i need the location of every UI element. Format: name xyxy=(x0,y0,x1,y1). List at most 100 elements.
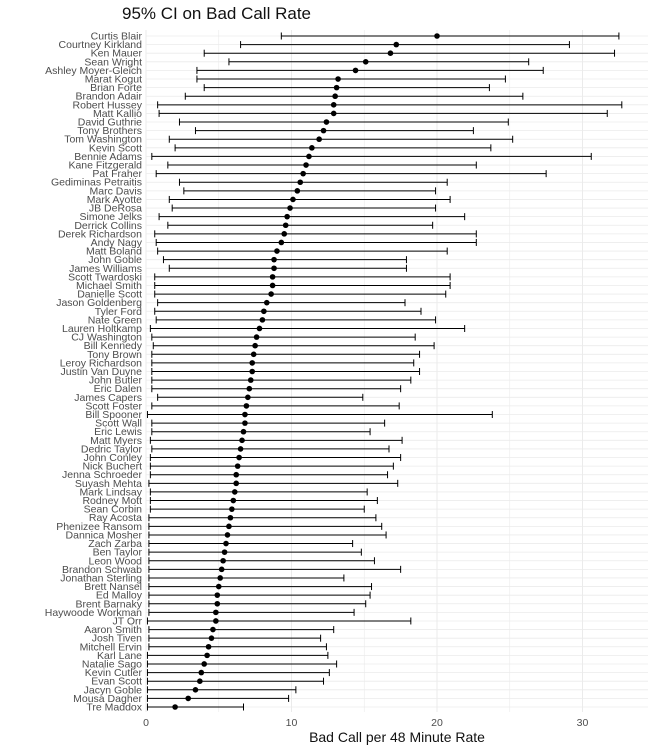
errorbar-brian-forte xyxy=(203,84,490,92)
y-tick-label: John Goble xyxy=(88,254,142,266)
y-tick-label: Karl Lane xyxy=(97,650,142,662)
errorbar-nate-green xyxy=(155,316,437,324)
point xyxy=(271,265,277,272)
errorbar-marc-davis xyxy=(183,187,437,195)
y-tick-label: Rodney Mott xyxy=(82,495,142,507)
y-tick-label: Scott Foster xyxy=(85,400,142,412)
point xyxy=(335,76,341,82)
errorbar-brandon-adair xyxy=(184,92,524,100)
errorbar-justin-van-duyne xyxy=(151,368,421,375)
point xyxy=(242,420,248,426)
point xyxy=(269,282,276,289)
point xyxy=(223,540,229,547)
point xyxy=(230,497,237,504)
y-tick-label: Tom Washington xyxy=(64,134,142,146)
errorbar-jb-derosa xyxy=(171,204,437,212)
errorbar-robert-hussey xyxy=(157,101,623,109)
errorbar-evan-scott xyxy=(146,677,325,685)
y-tick-label: Tre Maddox xyxy=(86,702,142,714)
y-tick-label: Josh Tiven xyxy=(92,633,142,645)
y-tick-label: Natalie Sago xyxy=(82,658,142,670)
errorbar-scott-wall xyxy=(151,419,386,427)
errorbar-sean-wright xyxy=(228,58,530,66)
x-tick-label: 30 xyxy=(577,717,589,729)
point xyxy=(434,33,440,39)
y-tick-label: Jason Goldenberg xyxy=(56,297,142,309)
errorbar-kevin-scott xyxy=(174,144,492,152)
x-tick-label: 0 xyxy=(143,717,149,729)
errorbar-scott-twardoski xyxy=(154,273,451,281)
errorbar-ben-taylor xyxy=(148,548,362,556)
errorbar-tom-washington xyxy=(168,135,514,143)
errorbar-mark-lindsay xyxy=(149,488,368,496)
point xyxy=(201,661,208,667)
y-tick-label: Lauren Holtkamp xyxy=(62,323,142,335)
y-tick-label: Curtis Blair xyxy=(91,31,143,43)
point xyxy=(252,342,258,349)
point xyxy=(227,514,234,521)
point xyxy=(204,652,210,659)
point xyxy=(333,84,340,91)
point xyxy=(323,119,330,125)
point xyxy=(320,127,327,134)
errorbar-curtis-blair xyxy=(280,32,620,40)
point xyxy=(218,566,225,573)
y-tick-label: Suyash Mehta xyxy=(75,478,142,490)
point xyxy=(220,557,226,564)
errorbar-michael-smith xyxy=(154,281,451,289)
errorbar-rodney-mott xyxy=(149,497,378,505)
y-tick-label: James Williams xyxy=(69,263,142,275)
y-tick-label: Evan Scott xyxy=(91,676,142,688)
errorbar-haywoode-workman xyxy=(148,608,355,616)
y-tick-label: Tyler Ford xyxy=(95,306,142,318)
errorbar-ed-malloy xyxy=(148,591,371,599)
y-tick-label: Justin Van Duyne xyxy=(60,366,142,378)
y-tick-label: Robert Hussey xyxy=(73,99,143,111)
y-tick-label: Marat Kogut xyxy=(85,74,142,86)
point xyxy=(198,669,205,676)
point xyxy=(387,50,394,57)
point xyxy=(245,394,251,401)
x-tick-label: 20 xyxy=(431,717,443,729)
errorbar-bill-kennedy xyxy=(152,342,435,350)
y-tick-label: Brent Barnaky xyxy=(75,598,142,610)
errorbar-natalie-sago xyxy=(146,660,338,668)
errorbar-tony-brown xyxy=(151,350,421,358)
point xyxy=(263,299,270,306)
y-tick-label: Mitchell Ervin xyxy=(80,641,143,653)
y-tick-label: Marc Davis xyxy=(89,185,142,197)
errorbar-simone-jelks xyxy=(158,213,466,221)
point xyxy=(214,592,221,598)
point xyxy=(213,609,219,616)
errorbar-kevin-cutler xyxy=(146,669,330,677)
point xyxy=(259,317,266,323)
point xyxy=(278,239,285,246)
point xyxy=(256,325,263,332)
y-tick-label: Ed Malloy xyxy=(96,590,143,602)
point xyxy=(249,360,256,366)
y-tick-label: Pat Fraher xyxy=(92,168,142,180)
point xyxy=(236,454,242,461)
y-tick-label: Derek Richardson xyxy=(58,228,142,240)
x-axis-label: Bad Call per 48 Minute Rate xyxy=(309,729,485,745)
y-tick-label: Bill Spooner xyxy=(85,409,142,421)
point xyxy=(224,532,231,538)
y-tick-label: JB DeRosa xyxy=(89,203,142,215)
y-tick-label: CJ Washington xyxy=(71,332,142,344)
points xyxy=(172,33,440,710)
y-tick-label: Jenna Schroeder xyxy=(62,469,142,481)
y-tick-label: Sean Wright xyxy=(84,56,142,68)
y-tick-label: Matt Myers xyxy=(90,435,142,447)
point xyxy=(303,162,309,168)
point xyxy=(185,695,191,702)
errorbars xyxy=(146,32,623,711)
errorbar-matt-myers xyxy=(149,436,403,444)
point xyxy=(271,256,277,263)
y-tick-label: Sean Corbin xyxy=(84,504,143,516)
y-tick-label: Eric Dalen xyxy=(94,383,143,395)
y-tick-label: Jacyn Goble xyxy=(84,684,143,696)
point xyxy=(261,308,267,315)
errorbar-phenizee-ransom xyxy=(148,522,383,530)
errorbar-ashley-moyer-gleich xyxy=(196,66,544,74)
point xyxy=(290,196,296,203)
